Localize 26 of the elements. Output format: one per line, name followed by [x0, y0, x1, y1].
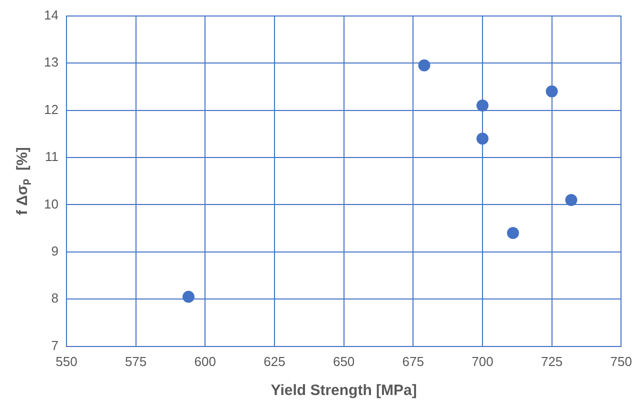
point — [476, 100, 488, 112]
y-tick-label: 14 — [44, 7, 58, 22]
y-axis-title: f Δσₚ [%] — [14, 147, 32, 216]
point — [565, 194, 578, 206]
point — [476, 132, 488, 145]
y-tick-label: 9 — [51, 244, 58, 259]
y-tick-label: 13 — [44, 54, 58, 70]
y-tick-label: 7 — [51, 338, 58, 353]
x-tick-label: 675 — [402, 354, 424, 369]
x-tick-label: 750 — [610, 354, 632, 369]
x-tick-label: 700 — [472, 354, 494, 369]
x-tick-label: 575 — [124, 354, 147, 369]
x-axis-title: Yield Strength [MPa] — [270, 382, 417, 400]
point — [506, 227, 519, 240]
x-tick-label: 650 — [332, 354, 355, 369]
x-tick-label: 600 — [194, 354, 216, 369]
y-tick-label: 11 — [44, 149, 58, 164]
x-tick-label: 725 — [540, 354, 563, 369]
x-tick-label: 625 — [264, 354, 286, 369]
y-tick-label: 8 — [51, 290, 58, 306]
point — [546, 85, 558, 98]
y-tick-label: 10 — [44, 196, 58, 212]
y-tick-label: 12 — [44, 102, 58, 117]
x-tick-label: 550 — [56, 354, 78, 369]
point — [418, 59, 430, 72]
point — [182, 290, 194, 303]
